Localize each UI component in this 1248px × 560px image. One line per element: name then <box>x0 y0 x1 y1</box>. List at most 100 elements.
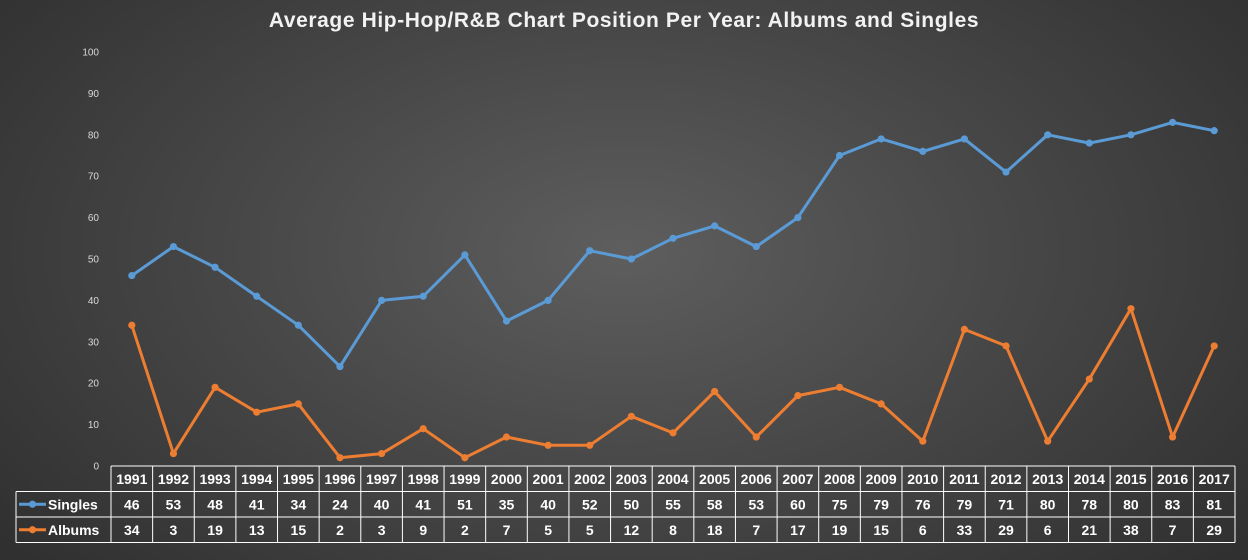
data-label-albums: 9 <box>419 522 427 538</box>
data-point-singles <box>294 321 302 329</box>
data-point-singles <box>253 292 261 300</box>
y-tick-label: 60 <box>88 213 100 224</box>
x-tick-label: 1992 <box>158 471 189 487</box>
x-tick-label: 2006 <box>741 471 772 487</box>
data-label-singles: 48 <box>207 496 223 512</box>
x-tick-label: 1996 <box>324 471 355 487</box>
y-tick-label: 90 <box>88 89 100 100</box>
data-label-albums: 3 <box>170 522 178 538</box>
data-label-albums: 5 <box>544 522 552 538</box>
data-label-albums: 33 <box>957 522 973 538</box>
data-label-singles: 53 <box>748 496 764 512</box>
data-label-singles: 79 <box>873 496 889 512</box>
x-tick-label: 1995 <box>283 471 314 487</box>
x-tick-label: 1999 <box>449 471 480 487</box>
data-label-albums: 7 <box>503 522 511 538</box>
series-line-singles <box>130 120 1216 369</box>
y-tick-label: 20 <box>88 379 100 390</box>
data-point-singles <box>586 247 594 255</box>
data-point-singles <box>669 234 677 242</box>
data-label-albums: 29 <box>998 522 1014 538</box>
data-point-singles <box>794 214 802 222</box>
legend-label-singles: Singles <box>48 496 98 512</box>
data-point-singles <box>960 135 969 143</box>
data-point-singles <box>377 296 386 304</box>
data-point-singles <box>752 242 760 251</box>
data-point-albums <box>669 429 677 437</box>
data-label-singles: 41 <box>415 496 431 512</box>
data-label-albums: 5 <box>586 522 594 538</box>
legend-key-marker-singles <box>28 500 37 508</box>
data-label-albums: 13 <box>249 522 265 538</box>
data-label-albums: 34 <box>124 522 140 538</box>
data-point-singles <box>1210 127 1218 135</box>
data-label-singles: 40 <box>540 496 556 512</box>
data-point-singles <box>627 255 635 263</box>
data-label-singles: 34 <box>291 496 307 512</box>
data-point-singles <box>211 263 219 271</box>
data-label-singles: 81 <box>1206 496 1222 512</box>
data-label-albums: 8 <box>669 522 677 538</box>
data-label-singles: 75 <box>832 496 848 512</box>
data-label-singles: 52 <box>582 496 598 512</box>
data-label-singles: 51 <box>457 496 473 512</box>
x-tick-label: 2001 <box>533 471 564 487</box>
x-tick-label: 2010 <box>907 471 938 487</box>
data-label-albums: 3 <box>378 522 386 538</box>
data-point-albums <box>502 433 511 441</box>
x-tick-label: 2013 <box>1032 471 1063 487</box>
x-tick-label: 1994 <box>241 471 272 487</box>
data-point-albums <box>419 425 427 433</box>
y-tick-label: 40 <box>88 296 100 307</box>
data-label-albums: 7 <box>1169 522 1177 538</box>
data-point-albums <box>1168 433 1177 441</box>
data-label-albums: 19 <box>832 522 848 538</box>
data-point-singles <box>128 271 136 280</box>
x-tick-label: 2011 <box>949 471 980 487</box>
y-tick-label: 0 <box>93 462 99 473</box>
x-tick-label: 2014 <box>1074 471 1105 487</box>
data-label-singles: 80 <box>1123 496 1139 512</box>
x-tick-label: 1997 <box>366 471 397 487</box>
data-point-singles <box>461 251 469 259</box>
data-label-albums: 21 <box>1082 522 1098 538</box>
data-point-singles <box>1085 139 1093 147</box>
data-label-singles: 58 <box>707 496 723 512</box>
x-tick-label: 2005 <box>699 471 730 487</box>
data-label-albums: 7 <box>752 522 760 538</box>
data-label-singles: 24 <box>332 496 348 512</box>
data-label-albums: 29 <box>1206 522 1222 538</box>
data-label-singles: 50 <box>624 496 640 512</box>
y-tick-label: 50 <box>88 255 100 266</box>
x-tick-label: 2007 <box>782 471 813 487</box>
data-label-singles: 40 <box>374 496 390 512</box>
data-point-albums <box>711 387 719 396</box>
data-point-albums <box>211 383 219 391</box>
data-table: 1991 1992 1993 1994 1995 1996 1997 1998 1999 2000… <box>15 465 1236 543</box>
data-label-albums: 38 <box>1123 522 1139 538</box>
x-tick-label: 1991 <box>116 471 147 487</box>
data-point-albums <box>960 325 969 333</box>
data-label-singles: 60 <box>790 496 806 512</box>
x-tick-label: 2012 <box>990 471 1021 487</box>
y-tick-label: 10 <box>88 420 100 431</box>
chart-title: Average Hip-Hop/R&B Chart Position Per Y… <box>268 9 980 32</box>
data-label-singles: 35 <box>499 496 515 512</box>
data-label-singles: 71 <box>998 496 1014 512</box>
data-label-albums: 6 <box>919 522 927 538</box>
data-label-albums: 18 <box>707 522 723 538</box>
data-label-singles: 83 <box>1165 496 1181 512</box>
x-tick-label: 2009 <box>866 471 897 487</box>
data-point-singles <box>336 363 344 371</box>
y-tick-label: 30 <box>88 337 100 348</box>
y-tick-label: 100 <box>82 48 99 59</box>
data-label-albums: 2 <box>461 522 469 538</box>
data-label-singles: 76 <box>915 496 931 512</box>
data-label-albums: 12 <box>624 522 640 538</box>
data-point-albums <box>752 433 760 441</box>
data-point-singles <box>1002 168 1010 176</box>
data-point-albums <box>544 441 552 449</box>
data-point-albums <box>835 383 844 391</box>
y-tick-label: 80 <box>88 130 100 141</box>
